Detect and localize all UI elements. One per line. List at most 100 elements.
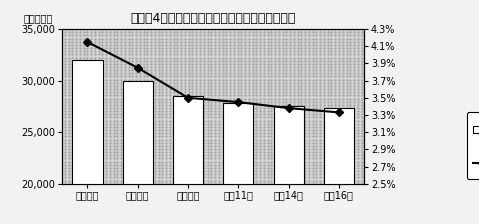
Point	[91, 160, 99, 163]
Point	[249, 179, 256, 182]
Point	[68, 50, 76, 53]
Point	[83, 160, 91, 163]
Point	[294, 141, 301, 144]
Point	[350, 27, 358, 31]
Point	[283, 56, 290, 59]
Point	[342, 84, 350, 88]
Point	[226, 90, 234, 94]
Point	[316, 138, 324, 141]
Point	[177, 147, 185, 151]
Point	[226, 53, 234, 56]
Point	[193, 97, 200, 100]
Point	[106, 176, 114, 179]
Point	[309, 56, 317, 59]
Point	[207, 59, 215, 62]
Point	[196, 65, 204, 69]
Point	[99, 138, 106, 141]
Point	[174, 71, 182, 75]
Point	[320, 100, 328, 103]
Point	[200, 68, 207, 72]
Point	[275, 103, 283, 107]
Point	[260, 122, 268, 125]
Point	[87, 62, 95, 66]
Point	[170, 43, 178, 47]
Point	[95, 116, 103, 119]
Point	[219, 157, 227, 160]
Point	[174, 97, 182, 100]
Point	[181, 46, 189, 50]
Point	[91, 71, 99, 75]
Point	[316, 141, 324, 144]
Point	[166, 179, 174, 182]
Point	[283, 138, 290, 141]
Point	[117, 106, 125, 110]
Point	[301, 147, 309, 151]
Point	[128, 90, 136, 94]
Point	[339, 147, 347, 151]
Point	[260, 166, 268, 170]
Point	[132, 122, 140, 125]
Point	[207, 62, 215, 66]
Point	[358, 37, 365, 40]
Point	[256, 131, 264, 135]
Point	[256, 179, 264, 182]
Point	[249, 160, 256, 163]
Point	[238, 68, 245, 72]
Point	[155, 157, 162, 160]
Point	[339, 30, 347, 34]
Point	[170, 84, 178, 88]
Point	[256, 119, 264, 122]
Point	[297, 150, 305, 154]
Point	[335, 172, 343, 176]
Point	[342, 62, 350, 66]
Point	[117, 68, 125, 72]
Point	[271, 62, 279, 66]
Point	[230, 138, 238, 141]
Point	[241, 43, 249, 47]
Point	[331, 147, 339, 151]
Point	[166, 157, 174, 160]
Point	[358, 163, 365, 167]
Point	[196, 43, 204, 47]
Point	[215, 150, 223, 154]
Point	[181, 97, 189, 100]
Point	[148, 125, 155, 129]
Point	[256, 100, 264, 103]
Point	[140, 135, 148, 138]
Point	[68, 37, 76, 40]
Point	[260, 59, 268, 62]
Point	[72, 78, 80, 81]
Point	[170, 75, 178, 78]
Point	[324, 112, 331, 116]
Point	[114, 116, 121, 119]
Point	[189, 53, 196, 56]
Point	[297, 59, 305, 62]
Point	[121, 97, 129, 100]
Point	[309, 68, 317, 72]
Point	[331, 128, 339, 132]
Point	[68, 112, 76, 116]
Point	[234, 172, 241, 176]
Point	[117, 84, 125, 88]
Point	[207, 97, 215, 100]
Point	[238, 144, 245, 148]
Point	[170, 147, 178, 151]
Point	[80, 43, 87, 47]
Point	[151, 176, 159, 179]
Point	[65, 27, 72, 31]
Point	[215, 75, 223, 78]
Point	[354, 78, 362, 81]
Point	[159, 182, 166, 185]
Point	[339, 56, 347, 59]
Point	[358, 157, 365, 160]
Point	[204, 37, 211, 40]
Point	[346, 160, 354, 163]
Point	[264, 176, 272, 179]
Point	[80, 68, 87, 72]
Point	[95, 62, 103, 66]
Point	[200, 141, 207, 144]
Point	[354, 100, 362, 103]
Point	[339, 103, 347, 107]
Point	[68, 65, 76, 69]
Point	[72, 144, 80, 148]
